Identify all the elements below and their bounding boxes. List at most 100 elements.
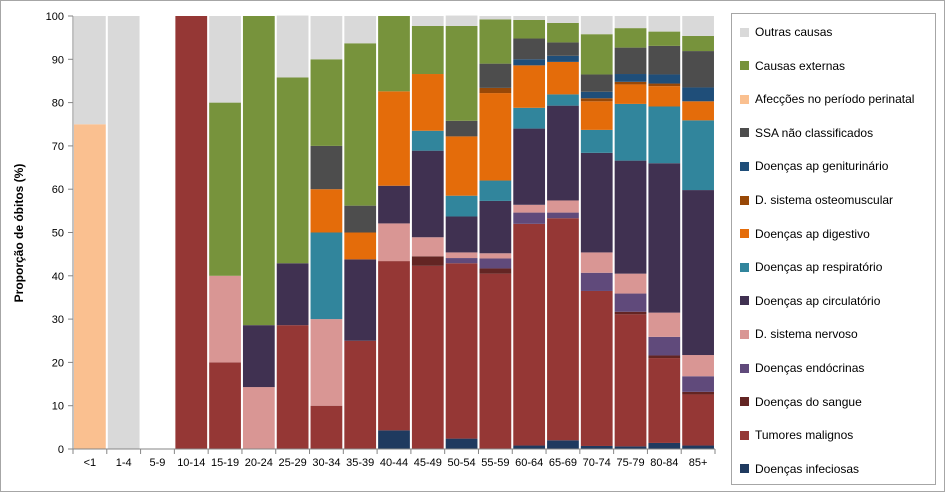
bar-segment — [209, 16, 241, 103]
x-tick-label: 75-79 — [616, 457, 644, 469]
legend-item: Doenças do sangue — [740, 394, 862, 410]
bar-segment — [411, 237, 444, 257]
legend-swatch — [740, 363, 749, 373]
legend-item: Outras causas — [740, 24, 832, 40]
legend-swatch — [740, 61, 749, 71]
bar-segment — [378, 91, 410, 186]
bar-segment — [276, 77, 309, 264]
legend-swatch — [740, 430, 749, 440]
bar-segment — [479, 16, 512, 20]
bar-segment — [310, 405, 343, 449]
bar-segment — [310, 232, 343, 320]
bar-segment — [580, 74, 613, 92]
bar-segment — [682, 190, 714, 356]
bar-segment — [479, 273, 512, 449]
legend-swatch — [740, 464, 749, 474]
legend-item: Tumores malignos — [740, 427, 853, 443]
bar-segment — [580, 290, 613, 446]
bar-segment — [411, 256, 444, 266]
bar-segment — [614, 446, 647, 449]
bar-segment — [614, 103, 647, 161]
bar-segment — [310, 189, 343, 233]
bar-segment — [614, 74, 647, 82]
y-tick-label: 20 — [52, 357, 64, 369]
legend-swatch — [740, 27, 749, 37]
bar-segment — [209, 275, 241, 363]
bar-segment — [648, 355, 681, 359]
x-tick-label: 80-84 — [650, 457, 678, 469]
legend-swatch — [740, 397, 749, 407]
bar-segment — [648, 358, 681, 443]
bar-segment — [479, 253, 512, 259]
bar-segment — [580, 445, 613, 449]
bar-segment — [580, 16, 613, 35]
bar-segment — [479, 258, 512, 269]
legend-label: Afecções no período perinatal — [755, 92, 915, 107]
bar-segment — [209, 102, 241, 276]
legend-label: Outras causas — [755, 25, 833, 39]
bar-segment — [580, 91, 613, 99]
bar-segment — [580, 129, 613, 153]
bar-segment — [614, 84, 647, 104]
x-tick-label: 10-14 — [177, 457, 205, 469]
bar-segment — [479, 180, 512, 201]
bar-segment — [547, 55, 579, 62]
legend-label: Doenças ap digestivo — [755, 226, 870, 241]
bar-segment — [547, 218, 579, 441]
bar-segment — [445, 438, 478, 449]
y-axis-title: Proporção de óbitos (%) — [12, 163, 26, 303]
bar-segment — [614, 16, 647, 29]
bars-layer — [74, 15, 714, 449]
legend-item: D. sistema nervoso — [740, 326, 858, 342]
x-tick-label: 40-44 — [380, 457, 408, 469]
bar-segment — [682, 376, 714, 392]
y-tick-label: 90 — [52, 54, 64, 66]
legend-label: Doenças ap geniturinário — [755, 159, 889, 174]
bar-segment — [479, 93, 512, 181]
bar-segment — [209, 362, 241, 449]
legend-label: Doenças ap respiratório — [755, 260, 883, 275]
legend-label: Doenças infeciosas — [755, 461, 860, 476]
bar-segment — [378, 16, 410, 92]
bar-segment — [682, 87, 714, 102]
x-tick-label: 1-4 — [116, 457, 132, 469]
legend-label: D. sistema nervoso — [755, 327, 858, 342]
legend-swatch — [740, 195, 749, 205]
legend-swatch — [740, 128, 749, 138]
legend-item: Doenças endócrinas — [740, 360, 864, 376]
bar-segment — [513, 204, 546, 213]
bar-segment — [344, 259, 377, 341]
bar-segment — [242, 16, 275, 326]
x-tick-label: 85+ — [689, 457, 708, 469]
bar-segment — [242, 387, 275, 449]
legend-item: Doenças ap circulatório — [740, 293, 880, 309]
bar-segment — [648, 106, 681, 164]
y-tick-label: 100 — [46, 11, 64, 23]
bar-segment — [580, 152, 613, 253]
bar-segment — [580, 252, 613, 273]
legend-label: Doenças endócrinas — [755, 361, 865, 375]
bar-segment — [310, 16, 343, 60]
y-tick-label: 80 — [52, 98, 64, 110]
legend-swatch — [740, 329, 749, 339]
legend-swatch — [740, 262, 749, 272]
bar-segment — [547, 61, 579, 95]
bar-segment — [378, 223, 410, 262]
bar-segment — [648, 31, 681, 46]
y-tick-label: 10 — [52, 401, 64, 413]
legend-label: Causas externas — [755, 58, 846, 73]
bar-segment — [513, 107, 546, 129]
bar-segment — [614, 273, 647, 294]
bar-segment — [411, 16, 444, 26]
bar-segment — [411, 130, 444, 151]
x-tick-label: 35-39 — [346, 457, 374, 469]
y-tick-label: 60 — [52, 184, 64, 196]
bar-segment — [411, 265, 444, 449]
bar-segment — [445, 263, 478, 439]
bar-segment — [344, 232, 377, 260]
bar-segment — [276, 325, 309, 449]
y-tick-label: 0 — [58, 444, 64, 456]
bar-segment — [682, 445, 714, 449]
legend-label: Doenças do sangue — [755, 394, 862, 409]
